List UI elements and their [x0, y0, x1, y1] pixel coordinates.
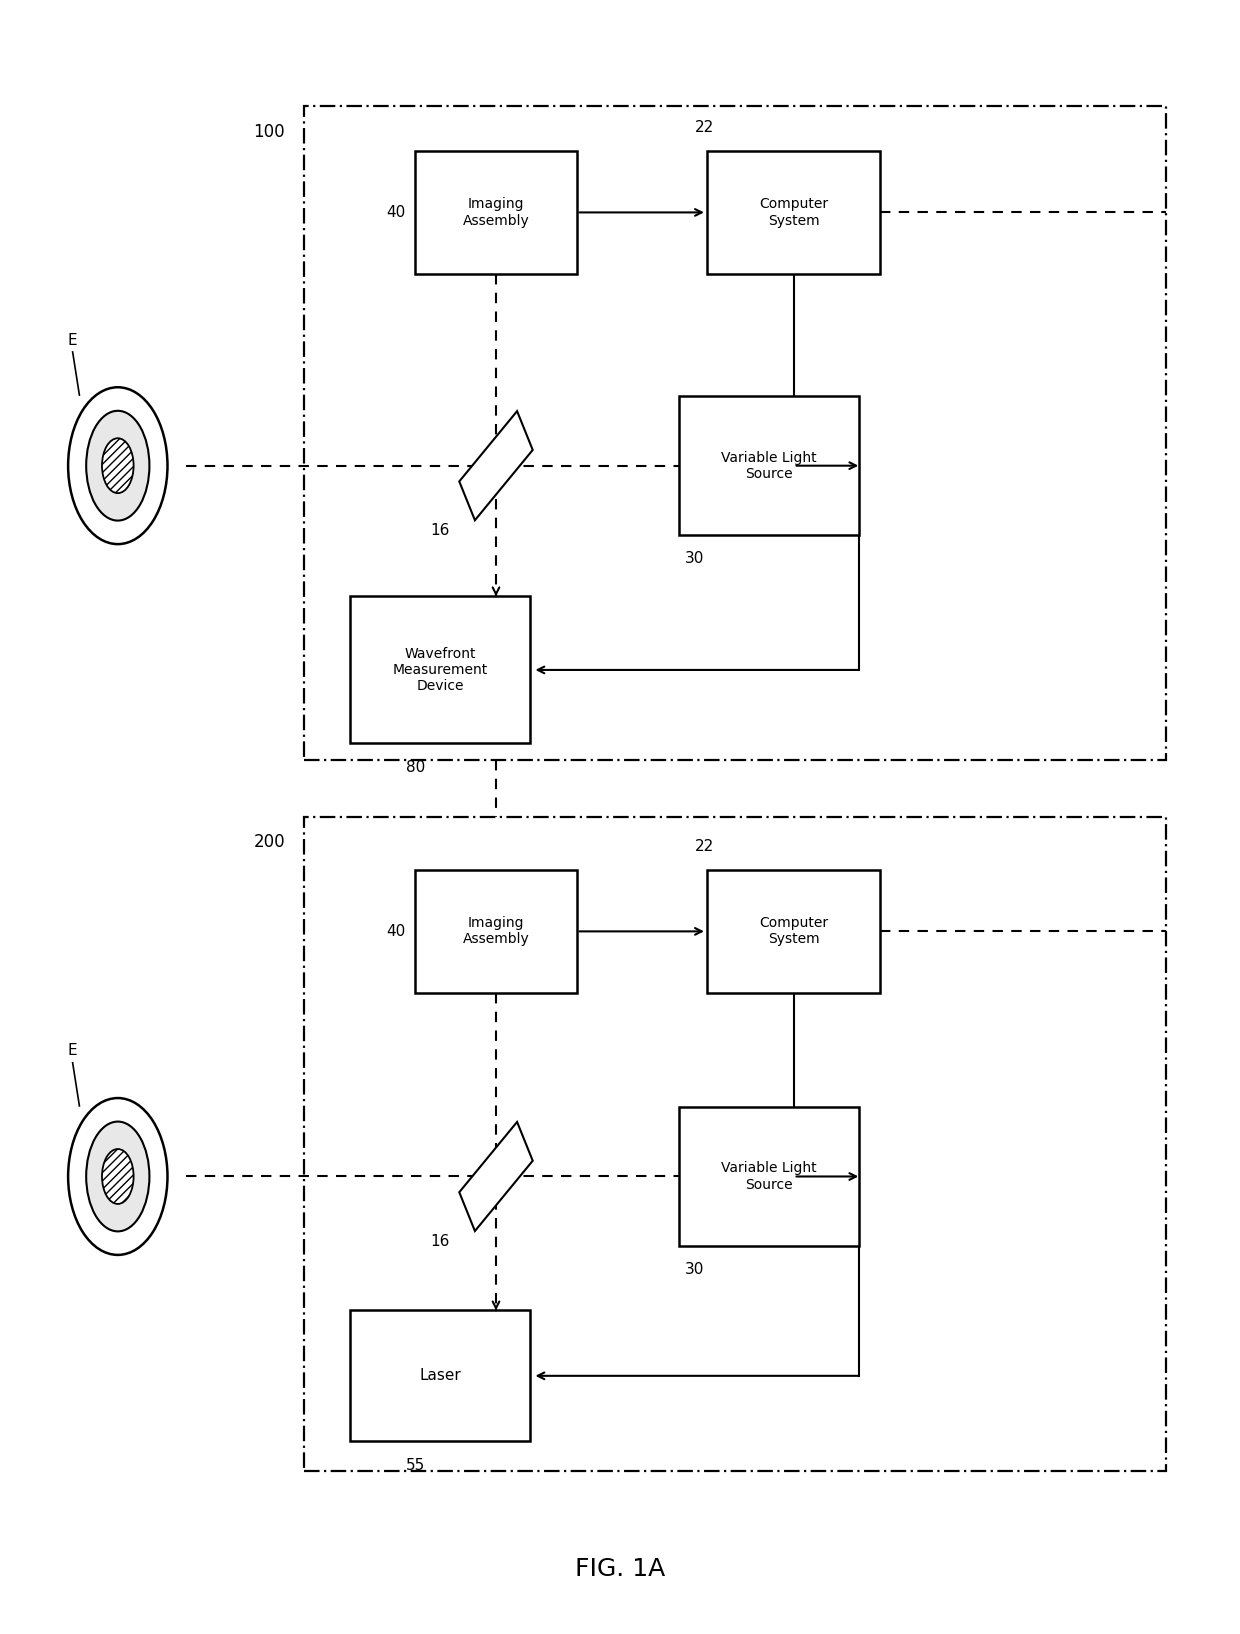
Bar [350, 596, 529, 743]
Bar [350, 1310, 529, 1441]
Text: 30: 30 [684, 1261, 704, 1278]
Text: E: E [68, 333, 77, 348]
Bar [707, 869, 880, 993]
Ellipse shape [87, 410, 149, 521]
Text: 16: 16 [430, 523, 450, 538]
Text: Computer
System: Computer System [759, 917, 828, 946]
Bar [415, 869, 577, 993]
Polygon shape [459, 1123, 533, 1230]
Polygon shape [459, 412, 533, 520]
Text: 100: 100 [253, 123, 285, 141]
Text: Imaging
Assembly: Imaging Assembly [463, 198, 529, 227]
Text: FIG. 1A: FIG. 1A [575, 1557, 665, 1580]
Text: 30: 30 [684, 552, 704, 567]
Bar [680, 397, 858, 536]
Ellipse shape [68, 387, 167, 544]
Text: 40: 40 [386, 204, 405, 221]
Text: 200: 200 [253, 833, 285, 851]
Text: 40: 40 [386, 923, 405, 940]
Text: 22: 22 [694, 119, 714, 136]
Bar [304, 106, 1166, 760]
Text: Computer
System: Computer System [759, 198, 828, 227]
Ellipse shape [102, 438, 134, 493]
Text: Variable Light
Source: Variable Light Source [720, 451, 817, 480]
Text: 55: 55 [405, 1458, 425, 1472]
Bar [680, 1108, 858, 1245]
Text: 16: 16 [430, 1234, 450, 1248]
Ellipse shape [102, 1149, 134, 1204]
Text: Laser: Laser [419, 1368, 461, 1384]
Text: Variable Light
Source: Variable Light Source [720, 1162, 817, 1191]
Text: E: E [68, 1044, 77, 1059]
Text: Wavefront
Measurement
Device: Wavefront Measurement Device [393, 647, 487, 693]
Text: 22: 22 [694, 838, 714, 853]
Ellipse shape [68, 1098, 167, 1255]
Bar [304, 817, 1166, 1471]
Bar [707, 152, 880, 273]
Ellipse shape [87, 1121, 149, 1232]
Text: 80: 80 [405, 760, 425, 775]
Bar [415, 152, 577, 273]
Text: Imaging
Assembly: Imaging Assembly [463, 917, 529, 946]
